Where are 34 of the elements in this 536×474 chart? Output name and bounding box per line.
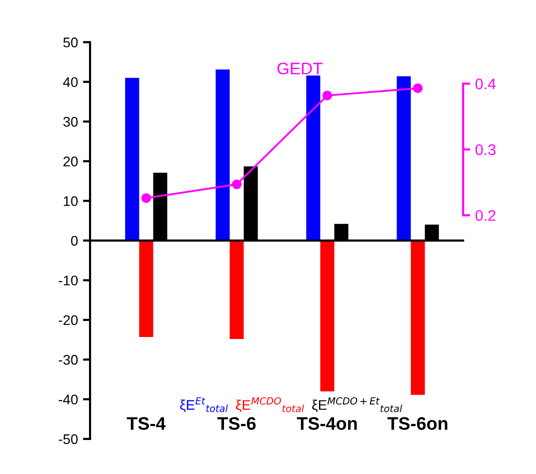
x-tick-label: TS-6 [217, 417, 256, 430]
y-tick-label: 50 [63, 38, 78, 48]
bar [320, 240, 334, 392]
y-tick-label: 40 [63, 77, 78, 88]
y-tick-label: 10 [64, 196, 78, 206]
bar [139, 240, 154, 337]
bar [410, 240, 425, 395]
x-tick-label: TS-4on [296, 417, 357, 430]
y-tick-label: -20 [58, 315, 78, 326]
text: ξE$^{Et}$$_{total}$ [180, 397, 228, 412]
bar [216, 70, 230, 241]
y-tick-label: -10 [58, 276, 78, 286]
y-tick-label: -30 [58, 354, 78, 365]
bar [396, 76, 411, 241]
y2-tick-label: 0.4 [476, 78, 496, 90]
x-tick-label: TS-4 [126, 417, 166, 430]
bar [125, 78, 140, 241]
bar [230, 240, 244, 339]
x-tick-label: TS-6on [387, 417, 448, 430]
point [412, 83, 423, 94]
y-tick-label: 0 [71, 236, 78, 246]
y2-tick-label: 0.3 [476, 144, 496, 156]
y-tick-label: 30 [63, 116, 78, 127]
y-tick-label: -50 [58, 434, 78, 444]
point [322, 90, 332, 100]
y2-tick-label: 0.2 [476, 210, 496, 221]
bar [306, 76, 320, 241]
y-tick-label: -40 [58, 394, 78, 404]
point [141, 193, 152, 203]
series-label: GEDT [277, 62, 322, 74]
point [232, 179, 242, 190]
y-tick-label: 20 [63, 156, 78, 166]
series-label: ξE$^{MCDO}$$_{total}$ [236, 397, 304, 412]
text: ξE$^{MCDO+Et}$$_{total}$ [312, 397, 402, 412]
